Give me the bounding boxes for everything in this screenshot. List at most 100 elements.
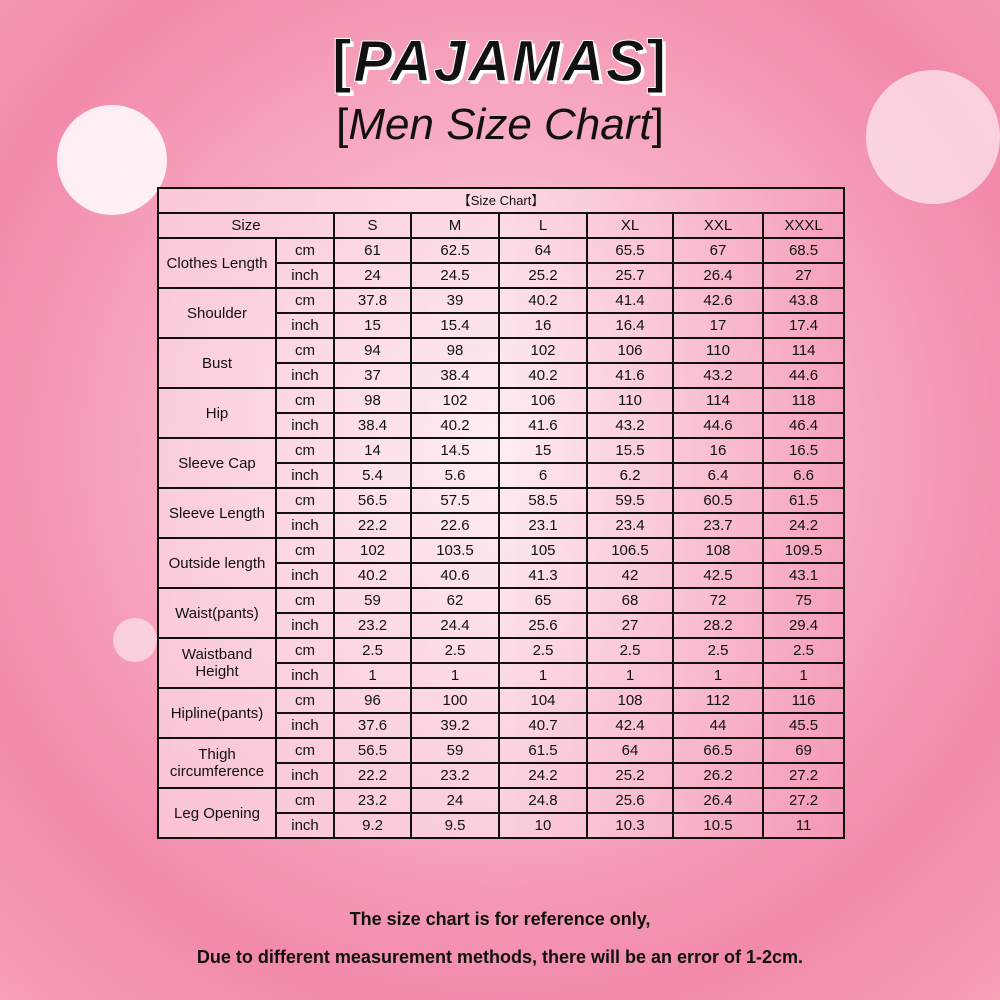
table-cell: 26.4 bbox=[672, 262, 764, 289]
table-cell: 59 bbox=[333, 587, 412, 614]
table-cell: 44.6 bbox=[761, 362, 846, 389]
measurement-label: Thigh circumference bbox=[157, 737, 277, 789]
table-cell: 22.6 bbox=[410, 512, 500, 539]
table-cell: 106.5 bbox=[586, 537, 674, 564]
note-line-1: The size chart is for reference only, bbox=[349, 909, 651, 929]
table-cell: 22.2 bbox=[333, 762, 412, 789]
table-cell: 24.2 bbox=[761, 512, 846, 539]
table-cell: 60.5 bbox=[672, 487, 764, 514]
table-row: Hip cm 98 102 106 110 114 118 bbox=[157, 387, 846, 439]
unit-label: inch bbox=[275, 312, 335, 339]
table-cell: 1 bbox=[586, 662, 674, 689]
unit-label: inch bbox=[275, 462, 335, 489]
table-cell: 24.4 bbox=[410, 612, 500, 639]
table-cell: 23.2 bbox=[333, 787, 412, 814]
measurement-label: Hip bbox=[157, 387, 277, 439]
table-cell: 59 bbox=[410, 737, 500, 764]
table-cell: 61 bbox=[333, 237, 412, 264]
size-column-header: L bbox=[498, 212, 588, 239]
table-cell: 46.4 bbox=[761, 412, 846, 439]
size-column-header: XXXL bbox=[761, 212, 846, 239]
unit-label: inch bbox=[275, 562, 335, 589]
table-cell: 16 bbox=[672, 437, 764, 464]
table-cell: 23.7 bbox=[672, 512, 764, 539]
table-row: Leg Opening cm 23.2 24 24.8 25.6 26.4 27.2 bbox=[157, 787, 846, 839]
table-cell: 24 bbox=[333, 262, 412, 289]
table-cell: 23.2 bbox=[410, 762, 500, 789]
table-cell: 116 bbox=[761, 687, 846, 714]
table-cell: 65.5 bbox=[586, 237, 674, 264]
table-cell: 9.2 bbox=[333, 812, 412, 839]
bokeh-light bbox=[57, 105, 167, 215]
table-row: Sleeve Length cm 56.5 57.5 58.5 59.5 60.5 61.5 bbox=[157, 487, 846, 539]
note-line-2: Due to different measurement methods, th… bbox=[196, 947, 804, 967]
table-cell: 61.5 bbox=[761, 487, 846, 514]
unit-label: cm bbox=[275, 787, 335, 814]
table-row: inch 9.2 9.5 10 10.3 10.5 11 bbox=[158, 812, 846, 839]
size-header: Size bbox=[157, 212, 335, 239]
table-cell: 105 bbox=[498, 537, 588, 564]
table-cell: 23.2 bbox=[333, 612, 412, 639]
unit-label: inch bbox=[275, 262, 335, 289]
table-cell: 2.5 bbox=[761, 637, 846, 664]
unit-label: cm bbox=[275, 437, 335, 464]
table-cell: 27.2 bbox=[761, 762, 846, 789]
table-cell: 15.5 bbox=[586, 437, 674, 464]
table-cell: 23.1 bbox=[498, 512, 588, 539]
table-cell: 104 bbox=[498, 687, 588, 714]
table-cell: 114 bbox=[672, 387, 764, 414]
table-cell: 16.4 bbox=[586, 312, 674, 339]
table-cell: 23.4 bbox=[586, 512, 674, 539]
size-column-header: XXL bbox=[672, 212, 764, 239]
table-cell: 39.2 bbox=[410, 712, 500, 739]
unit-label: inch bbox=[275, 512, 335, 539]
table-cell: 106 bbox=[586, 337, 674, 364]
table-cell: 2.5 bbox=[410, 637, 500, 664]
subtitle-text: Men Size Chart bbox=[348, 100, 652, 149]
table-cell: 25.2 bbox=[586, 762, 674, 789]
table-cell: 39 bbox=[410, 287, 500, 314]
page-title: [PAJAMAS] bbox=[0, 28, 1000, 95]
unit-label: cm bbox=[275, 687, 335, 714]
unit-label: cm bbox=[275, 387, 335, 414]
unit-label: inch bbox=[275, 762, 335, 789]
unit-label: inch bbox=[275, 812, 335, 839]
table-cell: 38.4 bbox=[410, 362, 500, 389]
table-cell: 42 bbox=[586, 562, 674, 589]
measurement-label: Clothes Length bbox=[157, 237, 277, 289]
table-cell: 37.8 bbox=[333, 287, 412, 314]
table-cell: 45.5 bbox=[761, 712, 846, 739]
table-cell: 5.4 bbox=[333, 462, 412, 489]
bokeh-light bbox=[113, 618, 157, 662]
measurement-label: Waistband Height bbox=[157, 637, 277, 689]
table-cell: 2.5 bbox=[586, 637, 674, 664]
table-cell: 56.5 bbox=[333, 487, 412, 514]
table-cell: 11 bbox=[761, 812, 846, 839]
table-cell: 2.5 bbox=[333, 637, 412, 664]
table-cell: 27.2 bbox=[761, 787, 846, 814]
table-cell: 25.7 bbox=[586, 262, 674, 289]
table-cell: 41.6 bbox=[586, 362, 674, 389]
table-cell: 24.5 bbox=[410, 262, 500, 289]
table-cell: 56.5 bbox=[333, 737, 412, 764]
table-cell: 6.2 bbox=[586, 462, 674, 489]
table-cell: 27 bbox=[761, 262, 846, 289]
table-row: inch 23.2 24.4 25.6 27 28.2 29.4 bbox=[158, 612, 846, 639]
table-cell: 98 bbox=[410, 337, 500, 364]
table-cell: 9.5 bbox=[410, 812, 500, 839]
table-cell: 1 bbox=[761, 662, 846, 689]
table-cell: 65 bbox=[498, 587, 588, 614]
table-cell: 15 bbox=[498, 437, 588, 464]
table-cell: 42.6 bbox=[672, 287, 764, 314]
table-cell: 6 bbox=[498, 462, 588, 489]
table-cell: 40.2 bbox=[333, 562, 412, 589]
table-cell: 112 bbox=[672, 687, 764, 714]
table-cell: 16 bbox=[498, 312, 588, 339]
table-cell: 5.6 bbox=[410, 462, 500, 489]
table-cell: 40.7 bbox=[498, 712, 588, 739]
table-row: inch 1 1 1 1 1 1 bbox=[158, 662, 846, 689]
unit-label: cm bbox=[275, 587, 335, 614]
table-cell: 98 bbox=[333, 387, 412, 414]
table-row: inch 5.4 5.6 6 6.2 6.4 6.6 bbox=[158, 462, 846, 489]
table-cell: 15.4 bbox=[410, 312, 500, 339]
